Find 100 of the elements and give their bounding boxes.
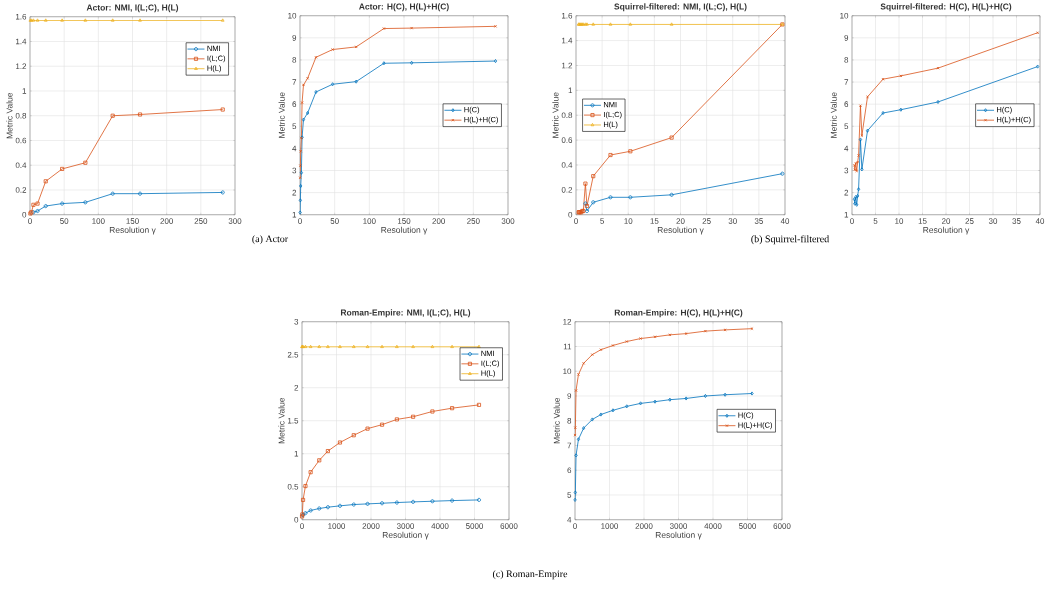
point bbox=[365, 502, 370, 507]
point bbox=[331, 82, 335, 87]
point bbox=[314, 55, 318, 59]
chart-title: Roman-Empire: H(C), H(L)+H(C) bbox=[614, 309, 743, 318]
point bbox=[653, 335, 657, 339]
point bbox=[582, 361, 586, 365]
text: (b) Squirrel-filtered bbox=[751, 235, 830, 245]
y-axis-title: Metric Value bbox=[6, 93, 13, 139]
point bbox=[860, 167, 864, 172]
point bbox=[43, 18, 48, 22]
point bbox=[628, 149, 633, 154]
point bbox=[317, 506, 322, 511]
point bbox=[31, 202, 36, 207]
text: (a) Actor bbox=[252, 235, 289, 245]
point bbox=[669, 135, 674, 140]
point bbox=[110, 191, 115, 196]
point bbox=[411, 344, 415, 349]
point bbox=[668, 397, 672, 402]
y-axis-title: Metric Value bbox=[278, 398, 285, 444]
point bbox=[301, 498, 306, 503]
point bbox=[608, 22, 613, 26]
point bbox=[858, 137, 863, 142]
point bbox=[684, 396, 688, 401]
point bbox=[301, 83, 305, 87]
point bbox=[365, 344, 370, 349]
point bbox=[337, 504, 342, 508]
point bbox=[410, 60, 414, 65]
point bbox=[298, 198, 302, 203]
point bbox=[450, 498, 455, 503]
point bbox=[936, 66, 940, 70]
point bbox=[317, 344, 322, 349]
point bbox=[865, 95, 870, 99]
point bbox=[308, 470, 313, 475]
point bbox=[599, 348, 603, 352]
point bbox=[325, 505, 330, 510]
y-axis-title: Metric Value bbox=[830, 92, 837, 138]
point bbox=[43, 179, 48, 184]
point bbox=[138, 112, 143, 117]
point bbox=[576, 373, 580, 377]
y-axis-title: Metric Value bbox=[552, 92, 559, 138]
point bbox=[138, 191, 143, 196]
point bbox=[308, 344, 313, 349]
point bbox=[35, 201, 40, 206]
point bbox=[450, 406, 455, 411]
point bbox=[380, 344, 384, 349]
point bbox=[611, 344, 615, 348]
point bbox=[60, 167, 65, 172]
x-axis-title: Resolution γ bbox=[923, 226, 970, 235]
point bbox=[684, 332, 688, 336]
point bbox=[599, 412, 603, 417]
point bbox=[365, 426, 370, 431]
point bbox=[608, 153, 613, 158]
point bbox=[351, 502, 356, 507]
point bbox=[858, 104, 862, 108]
point bbox=[35, 209, 40, 214]
point bbox=[450, 344, 454, 349]
x-axis-title: Resolution γ bbox=[655, 531, 702, 540]
point bbox=[669, 22, 674, 26]
point bbox=[331, 48, 335, 52]
point bbox=[590, 417, 594, 422]
point bbox=[591, 200, 596, 205]
point bbox=[306, 111, 310, 116]
point bbox=[394, 417, 399, 422]
point bbox=[703, 329, 707, 333]
point bbox=[703, 394, 708, 399]
point bbox=[899, 107, 903, 112]
point bbox=[411, 414, 416, 419]
point bbox=[653, 399, 657, 404]
point bbox=[83, 200, 88, 205]
point bbox=[723, 328, 727, 332]
point bbox=[411, 500, 416, 505]
chart-title: Actor: NMI, I(L;C), H(L) bbox=[86, 4, 179, 13]
point bbox=[306, 76, 310, 80]
point bbox=[574, 389, 578, 393]
chart-title: Actor: H(C), H(L)+H(C) bbox=[359, 3, 449, 12]
chart-title: Roman-Empire: NMI, I(L;C), H(L) bbox=[340, 309, 471, 318]
point bbox=[337, 440, 342, 445]
x-axis-title: Resolution γ bbox=[109, 226, 156, 235]
point bbox=[573, 490, 577, 495]
point bbox=[354, 45, 358, 49]
point bbox=[583, 181, 588, 186]
point bbox=[936, 100, 940, 105]
point bbox=[351, 433, 356, 438]
point bbox=[382, 61, 386, 66]
point bbox=[394, 500, 399, 505]
point bbox=[382, 27, 386, 31]
point bbox=[110, 18, 115, 22]
point bbox=[43, 204, 48, 209]
point bbox=[628, 195, 633, 200]
point bbox=[60, 201, 65, 206]
point bbox=[865, 128, 870, 133]
point bbox=[856, 187, 861, 192]
point bbox=[338, 344, 342, 349]
point bbox=[83, 160, 88, 165]
point bbox=[576, 437, 581, 442]
point bbox=[669, 192, 674, 197]
point bbox=[899, 74, 903, 78]
point bbox=[430, 499, 435, 504]
point bbox=[299, 149, 303, 153]
point bbox=[625, 404, 629, 409]
